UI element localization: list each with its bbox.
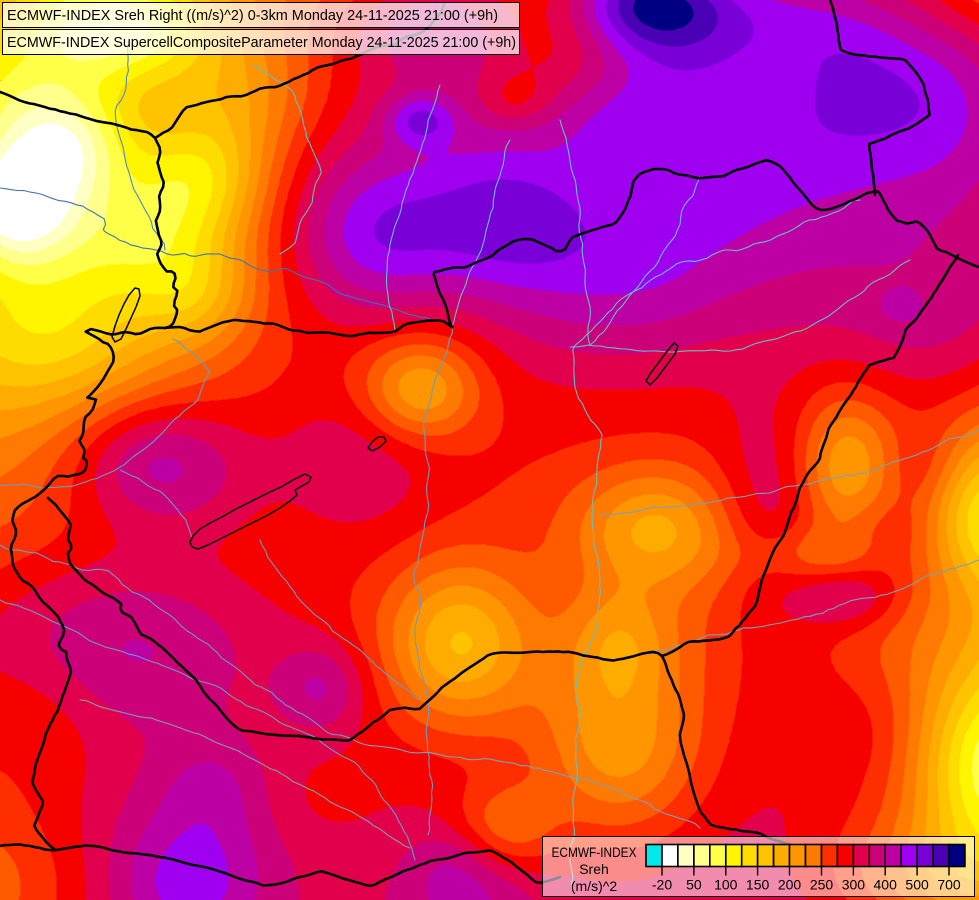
svg-text:ECMWF-INDEX SupercellComposite: ECMWF-INDEX SupercellCompositeParameter … (7, 34, 516, 51)
svg-text:100: 100 (714, 877, 738, 893)
svg-text:Sreh: Sreh (579, 861, 609, 877)
svg-text:700: 700 (937, 877, 961, 893)
svg-text:150: 150 (746, 877, 770, 893)
svg-text:500: 500 (905, 877, 929, 893)
svg-text:200: 200 (778, 877, 802, 893)
svg-text:ECMWF-INDEX: ECMWF-INDEX (552, 844, 638, 860)
svg-text:(m/s)^2: (m/s)^2 (571, 878, 617, 894)
svg-text:ECMWF-INDEX Sreh Right ((m/s)^: ECMWF-INDEX Sreh Right ((m/s)^2) 0-3km M… (7, 7, 498, 24)
svg-text:50: 50 (686, 877, 702, 893)
svg-text:400: 400 (874, 877, 898, 893)
svg-text:-20: -20 (652, 877, 672, 893)
svg-text:250: 250 (810, 877, 834, 893)
svg-text:300: 300 (842, 877, 866, 893)
